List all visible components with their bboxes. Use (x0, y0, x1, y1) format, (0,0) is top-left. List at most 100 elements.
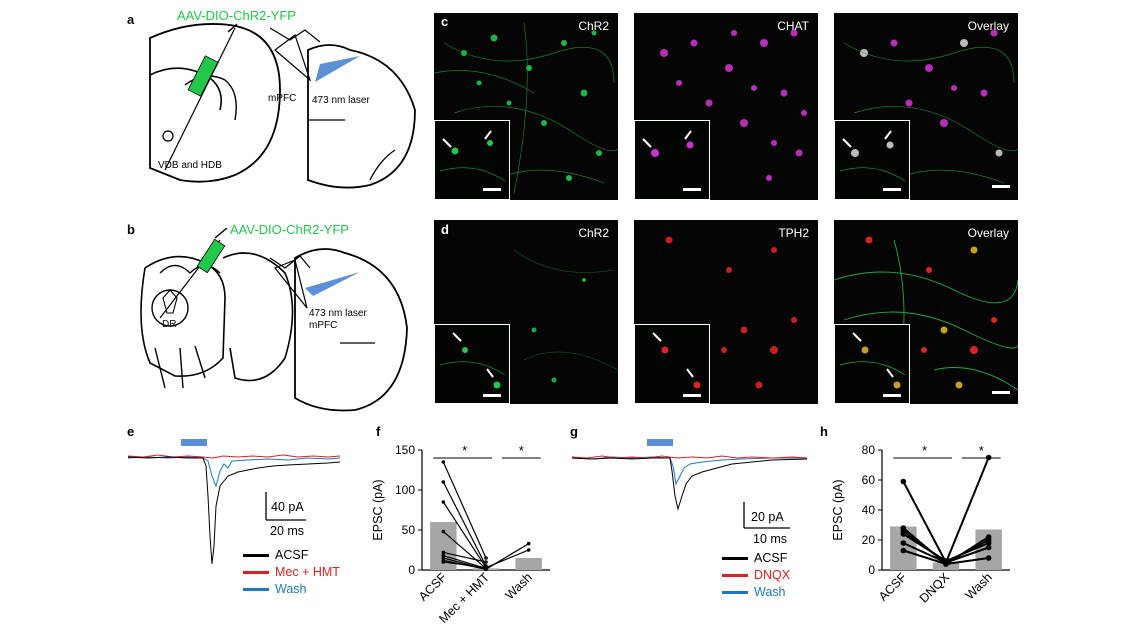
laser-pulse-bar (647, 439, 673, 446)
panel-a-target-label: mPFC (268, 93, 297, 104)
y-tick-label: 0 (408, 563, 415, 577)
legend-label: ACSF (754, 551, 788, 565)
subject-point (526, 548, 531, 552)
micrograph-d-overlay: Overlay (834, 220, 1018, 404)
subject-point (441, 460, 446, 464)
inset-scale-bar (483, 394, 501, 397)
y-tick-label: 150 (395, 443, 415, 457)
subject-line (442, 481, 487, 567)
panel-b-target-label: mPFC (309, 320, 338, 331)
micrograph-c-chat: CHAT (634, 13, 818, 200)
panel-a-schematic (149, 23, 416, 189)
inset-box (434, 324, 510, 404)
y-tick-label: 100 (395, 483, 415, 497)
category-label: ACSF (416, 570, 450, 604)
scale-bar (992, 391, 1010, 394)
chart-h: 0 20 40 60 80 * * EPSC (pA) ACSF DNQX Wash (831, 443, 1010, 606)
subject-point (441, 550, 446, 555)
y-tick-label: 40 (862, 503, 876, 517)
subject-point (484, 560, 488, 564)
panel-a-label: a (127, 12, 135, 27)
cells-chr2-d (513, 249, 618, 383)
panel-e-traces (128, 439, 341, 565)
image-caption: TPH2 (778, 226, 809, 240)
panel-e-scale-y: 40 pA (271, 500, 304, 514)
category-label: DNQX (917, 570, 953, 606)
micrograph-d-tph2: TPH2 (634, 220, 818, 404)
cells-tph2-d (665, 236, 797, 389)
panel-b-label: b (127, 222, 135, 237)
legend-swatch (243, 571, 269, 574)
subject-line (442, 531, 487, 569)
y-tick-label: 50 (402, 523, 416, 537)
panel-g-scale-y: 20 pA (751, 510, 784, 524)
category-label: ACSF (876, 570, 910, 604)
subject-point (985, 544, 992, 551)
y-tick-label: 60 (862, 473, 876, 487)
micrograph-d-chr2: ChR2 (434, 220, 618, 404)
inset-box (834, 324, 910, 404)
subject-point (900, 547, 907, 554)
inset-box (434, 120, 510, 200)
inset-scale-bar (883, 394, 901, 397)
panel-d-label: d (441, 222, 449, 237)
laser-pulse-bar (181, 439, 207, 446)
subject-line (442, 501, 487, 568)
panel-a-laser-label: 473 nm laser (312, 95, 370, 106)
y-tick-label: 0 (868, 563, 875, 577)
panel-g-label: g (570, 424, 578, 439)
subject-line (443, 551, 487, 563)
subject-point (441, 480, 446, 484)
inset-scale-bar (683, 394, 701, 397)
sig-star: * (519, 443, 524, 458)
panel-a-virus-label: AAV-DIO-ChR2-YFP (177, 8, 296, 23)
legend-swatch (243, 554, 269, 557)
inset-box (634, 324, 710, 404)
trace-acsf (572, 457, 808, 511)
inset-box (834, 120, 910, 200)
y-tick-label: 80 (862, 443, 876, 457)
image-caption: ChR2 (578, 226, 609, 240)
inset-scale-bar (883, 188, 901, 191)
legend-label: Wash (754, 585, 786, 599)
y-axis-label: EPSC (pA) (831, 479, 845, 540)
inset-scale-bar (483, 188, 501, 191)
micrograph-c-chr2: ChR2 (434, 13, 618, 200)
micrograph-c-overlay: Overlay (834, 13, 1018, 200)
image-caption: CHAT (777, 19, 809, 33)
subject-point (900, 531, 907, 537)
subject-point (484, 556, 488, 560)
panel-e-label: e (127, 424, 135, 439)
category-label: Wash (503, 570, 535, 602)
subject-point (985, 540, 992, 546)
trace-mec-hmt (128, 454, 341, 459)
legend-swatch (722, 557, 748, 560)
subject-point (441, 500, 446, 504)
image-caption: Overlay (967, 226, 1009, 240)
subject-point (441, 560, 446, 564)
category-label: Wash (963, 570, 995, 602)
subject-point (900, 540, 907, 546)
legend-swatch (722, 574, 748, 577)
panel-b-laser-label: 473 nm laser (309, 308, 367, 319)
panel-c-label: c (441, 14, 449, 29)
image-caption: ChR2 (578, 19, 609, 33)
subject-point (900, 478, 907, 485)
subject-line (442, 461, 487, 559)
y-axis-label: EPSC (pA) (371, 479, 385, 540)
subject-point (985, 555, 992, 561)
subject-point (943, 561, 949, 567)
legend-label: Mec + HMT (275, 565, 340, 579)
panel-b-region-label: DR (162, 319, 177, 330)
panel-e-scale-x: 20 ms (270, 524, 305, 538)
subject-point (441, 529, 446, 534)
panel-b-schematic (140, 228, 408, 412)
panel-g-traces (572, 439, 808, 529)
trace-dnqx (572, 455, 808, 459)
panel-e-legend: ACSF Mec + HMT Wash (243, 547, 340, 598)
cells-overlay-d (834, 236, 1018, 404)
panel-a-region-label: VDB and HDB (158, 160, 222, 171)
panel-g-scale-x: 10 ms (753, 532, 788, 546)
legend-label: DNQX (754, 568, 791, 582)
